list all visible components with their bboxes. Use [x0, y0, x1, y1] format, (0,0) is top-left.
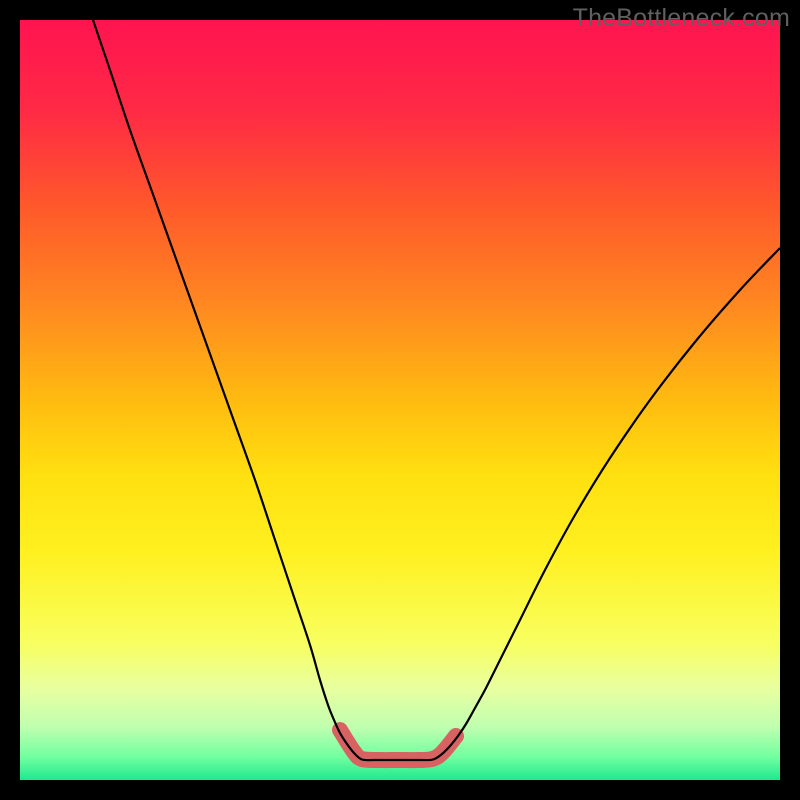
bottleneck-chart: [0, 0, 800, 800]
chart-background: [20, 20, 780, 780]
watermark-text: TheBottleneck.com: [573, 4, 790, 33]
chart-frame: TheBottleneck.com: [0, 0, 800, 800]
